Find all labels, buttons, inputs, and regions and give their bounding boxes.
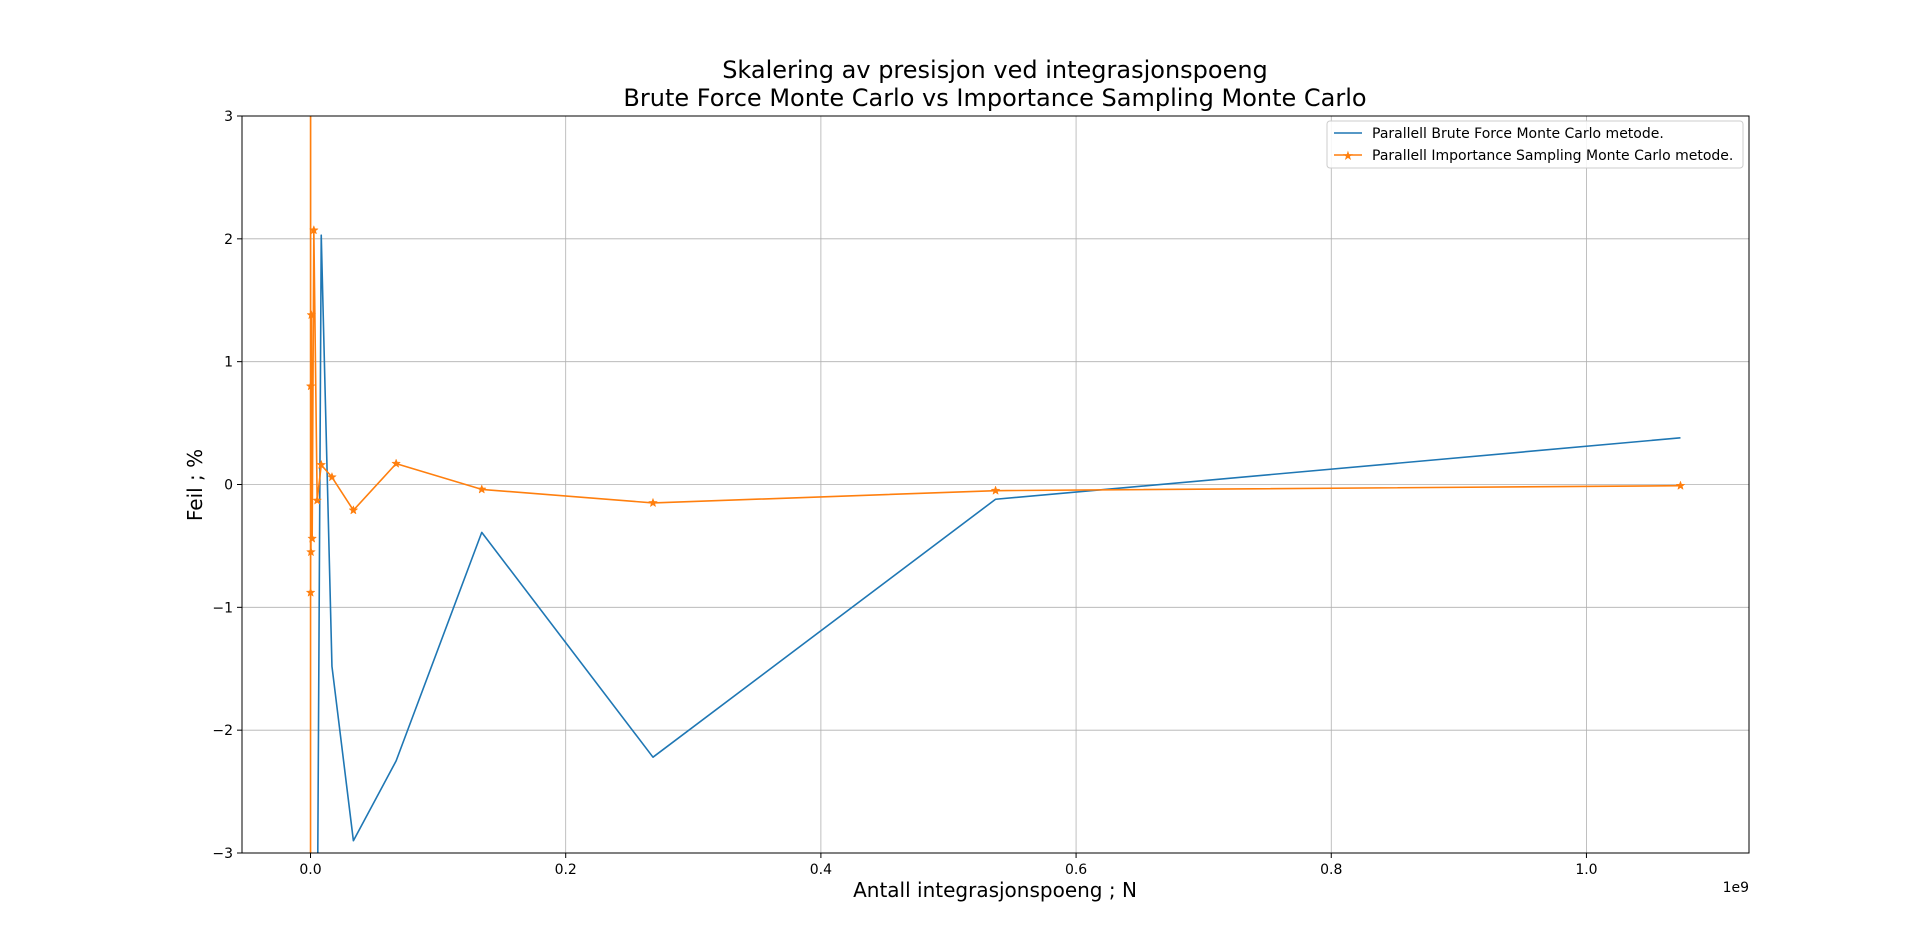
data-point-importance-sampling [308, 225, 319, 235]
x-offset-label: 1e9 [1723, 880, 1749, 896]
axis-ticks: 0.0 0.2 0.4 0.6 0.8 1.0 −3 −2 −1 0 1 2 3 [212, 109, 1597, 878]
data-point-importance-sampling [316, 459, 327, 470]
y-tick-label: 3 [224, 109, 233, 125]
y-tick-label: −1 [212, 600, 233, 616]
x-tick-label: 0.0 [299, 862, 321, 878]
y-tick-label: −2 [212, 723, 233, 739]
data-point-importance-sampling [306, 309, 317, 320]
x-tick-label: 0.4 [810, 862, 832, 878]
y-tick-label: −3 [212, 846, 233, 862]
x-tick-label: 1.0 [1575, 862, 1597, 878]
x-tick-label: 0.2 [555, 862, 577, 878]
legend-box [1326, 120, 1744, 169]
y-axis-label: Feil ; % [183, 449, 207, 521]
data-point-importance-sampling [391, 458, 402, 468]
legend-star-marker: ★ [1342, 149, 1354, 164]
legend: Parallell Brute Force Monte Carlo metode… [1326, 120, 1744, 169]
data-point-importance-sampling [476, 484, 487, 494]
chart-title-line-1: Skalering av presisjon ved integrasjonsp… [722, 56, 1268, 84]
legend-label-brute-force: Parallell Brute Force Monte Carlo metode… [1372, 126, 1664, 142]
y-tick-label: 2 [224, 232, 233, 248]
x-axis-label: Antall integrasjonspoeng ; N [853, 878, 1137, 902]
data-point-importance-sampling [307, 533, 318, 543]
x-tick-label: 0.8 [1320, 862, 1342, 878]
data-point-importance-sampling [648, 497, 658, 508]
data-point-importance-sampling [305, 587, 316, 597]
data-point-importance-sampling [1675, 480, 1686, 490]
plot-area [305, 116, 1686, 853]
x-tick-label: 0.6 [1065, 862, 1087, 878]
data-point-importance-sampling [305, 381, 316, 391]
y-tick-label: 1 [224, 355, 233, 371]
data-point-importance-sampling [348, 505, 359, 515]
data-point-importance-sampling [990, 485, 1001, 495]
legend-label-importance-sampling: Parallell Importance Sampling Monte Carl… [1372, 148, 1733, 164]
chart-title-line-2: Brute Force Monte Carlo vs Importance Sa… [623, 84, 1366, 112]
y-tick-label: 0 [224, 478, 233, 494]
data-point-importance-sampling [305, 546, 316, 557]
series-line-brute-force [317, 234, 1681, 853]
data-point-importance-sampling [326, 471, 337, 482]
data-point-importance-sampling [312, 495, 323, 505]
